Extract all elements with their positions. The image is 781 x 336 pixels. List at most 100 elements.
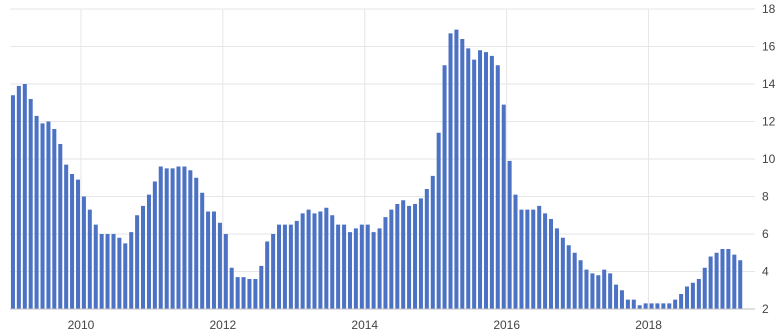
bar — [105, 234, 110, 309]
bar — [448, 33, 453, 310]
bar — [738, 260, 743, 309]
bar — [336, 224, 341, 310]
bar — [46, 121, 51, 309]
bar — [673, 299, 678, 310]
bar — [726, 249, 731, 309]
bar — [679, 294, 684, 309]
bar — [146, 194, 151, 310]
bar — [537, 205, 542, 310]
bar — [70, 174, 75, 309]
bar — [129, 232, 134, 310]
x-tick-label: 2014 — [351, 318, 378, 332]
bar — [330, 215, 335, 309]
bar — [554, 228, 559, 310]
bar — [560, 237, 565, 309]
bar — [371, 232, 376, 310]
bar — [513, 194, 518, 310]
bar — [347, 232, 352, 310]
y-tick-label: 2 — [762, 302, 769, 316]
bar — [188, 170, 193, 309]
bar — [389, 209, 394, 310]
bar — [531, 209, 536, 310]
bar — [466, 48, 471, 310]
bar — [342, 224, 347, 310]
bar — [81, 196, 86, 309]
bar — [318, 211, 323, 309]
bar — [99, 234, 104, 309]
y-tick-label: 10 — [762, 152, 776, 166]
bar — [418, 198, 423, 310]
bar — [111, 234, 116, 309]
x-tick-label: 2018 — [635, 318, 662, 332]
y-tick-label: 6 — [762, 227, 769, 241]
bar — [194, 177, 199, 309]
bar — [543, 213, 548, 310]
bar — [16, 85, 21, 310]
bar — [430, 175, 435, 310]
bar — [64, 164, 69, 310]
bar — [572, 252, 577, 309]
bar — [436, 132, 441, 309]
bar — [229, 267, 234, 309]
bar — [614, 284, 619, 310]
bar — [288, 224, 293, 310]
bar — [643, 303, 648, 310]
y-tick-label: 14 — [762, 77, 776, 91]
bar — [602, 269, 607, 310]
bar — [383, 217, 388, 310]
bar — [667, 303, 672, 310]
bar — [424, 189, 429, 309]
bar — [223, 234, 228, 309]
bar — [241, 277, 246, 310]
bar — [501, 104, 506, 310]
bar — [460, 39, 465, 309]
y-tick-label: 8 — [762, 190, 769, 204]
bar — [164, 168, 169, 310]
bar — [619, 290, 624, 309]
bar — [702, 267, 707, 309]
bar — [93, 224, 98, 310]
bar — [10, 95, 15, 309]
bar — [282, 224, 287, 310]
bar — [732, 254, 737, 310]
bar — [123, 243, 128, 310]
bar — [87, 209, 92, 310]
bar — [182, 166, 187, 309]
y-tick-label: 4 — [762, 265, 769, 279]
bar — [720, 249, 725, 309]
bar — [395, 204, 400, 309]
bar — [176, 166, 181, 309]
bar — [708, 256, 713, 309]
bar — [277, 224, 282, 310]
bar — [76, 179, 81, 310]
x-tick-label: 2012 — [210, 318, 237, 332]
bar — [28, 99, 33, 309]
axes-layer: 2 4 6 8 10 12 14 16 18 2010 2012 2014 2016 2018 — [10, 2, 776, 332]
bar — [247, 279, 252, 309]
bar — [525, 209, 530, 310]
bar — [548, 219, 553, 309]
bar — [625, 299, 630, 310]
bar — [152, 181, 157, 309]
bar — [495, 65, 500, 309]
y-tick-label: 12 — [762, 115, 776, 129]
bar — [655, 303, 660, 310]
bar — [259, 265, 264, 310]
bar — [566, 245, 571, 309]
bar — [377, 228, 382, 310]
bar — [353, 228, 358, 310]
bar — [265, 241, 270, 309]
bar — [483, 52, 489, 310]
bar — [489, 55, 494, 310]
bar — [637, 305, 642, 309]
bar — [253, 279, 258, 309]
bars-layer — [10, 29, 743, 310]
bar — [312, 213, 317, 310]
bar — [454, 29, 459, 310]
bar — [211, 211, 216, 309]
bar — [608, 273, 613, 310]
bar — [52, 129, 57, 309]
bar — [300, 213, 305, 310]
